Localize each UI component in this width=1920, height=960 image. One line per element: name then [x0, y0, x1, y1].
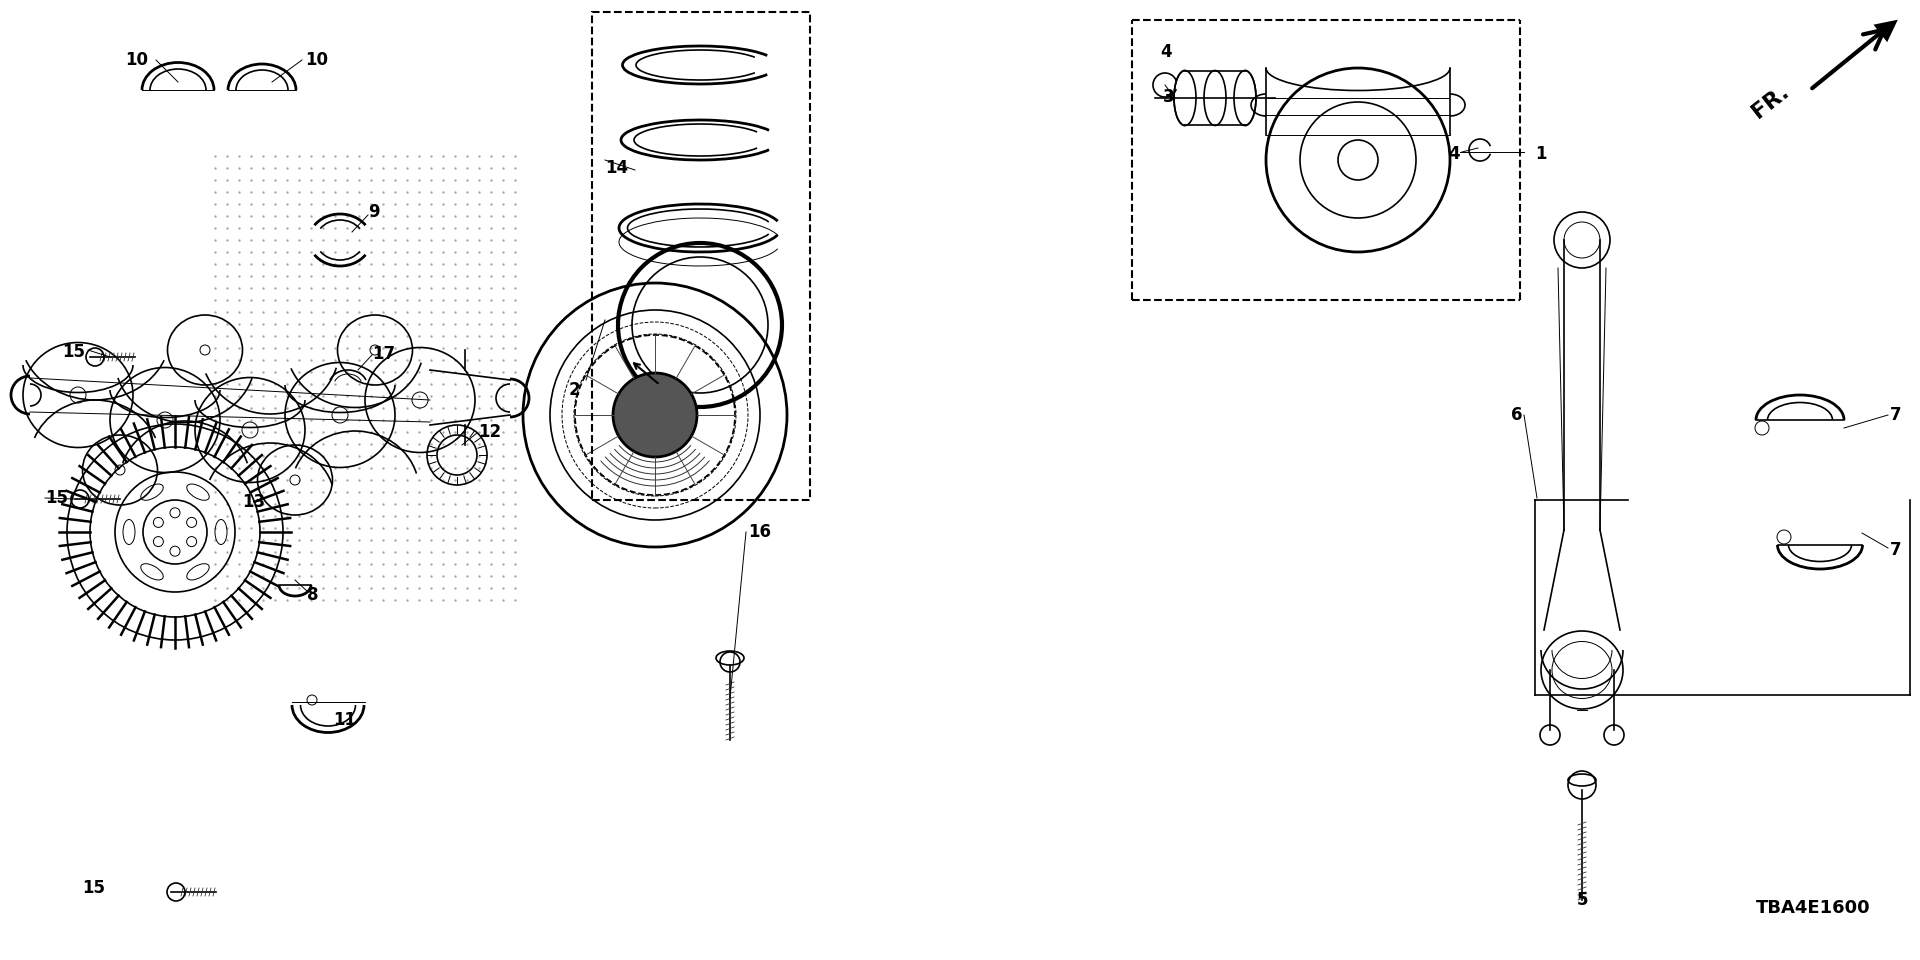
Text: 7: 7: [1889, 406, 1901, 424]
Text: 15: 15: [83, 879, 106, 897]
FancyArrowPatch shape: [1841, 20, 1897, 63]
Text: 3: 3: [1164, 88, 1175, 106]
Text: 4: 4: [1160, 43, 1171, 61]
Text: 13: 13: [242, 493, 265, 511]
Text: 16: 16: [749, 523, 772, 541]
Text: 15: 15: [44, 489, 67, 507]
Text: 12: 12: [478, 423, 501, 441]
Text: 17: 17: [372, 345, 396, 363]
Text: FR.: FR.: [1747, 82, 1791, 123]
Text: 7: 7: [1889, 541, 1901, 559]
Text: 9: 9: [369, 203, 380, 221]
Text: 2: 2: [568, 381, 580, 399]
FancyArrowPatch shape: [1812, 30, 1884, 88]
Circle shape: [612, 373, 697, 457]
Text: TBA4E1600: TBA4E1600: [1755, 899, 1870, 917]
Text: 8: 8: [307, 586, 319, 604]
Text: 15: 15: [61, 343, 84, 361]
Text: 10: 10: [125, 51, 148, 69]
Text: 6: 6: [1511, 406, 1523, 424]
Text: 11: 11: [334, 711, 357, 729]
Text: 14: 14: [605, 159, 628, 177]
Text: 5: 5: [1576, 891, 1588, 909]
Text: 1: 1: [1534, 145, 1546, 163]
Text: 4: 4: [1448, 145, 1459, 163]
Text: 10: 10: [305, 51, 328, 69]
